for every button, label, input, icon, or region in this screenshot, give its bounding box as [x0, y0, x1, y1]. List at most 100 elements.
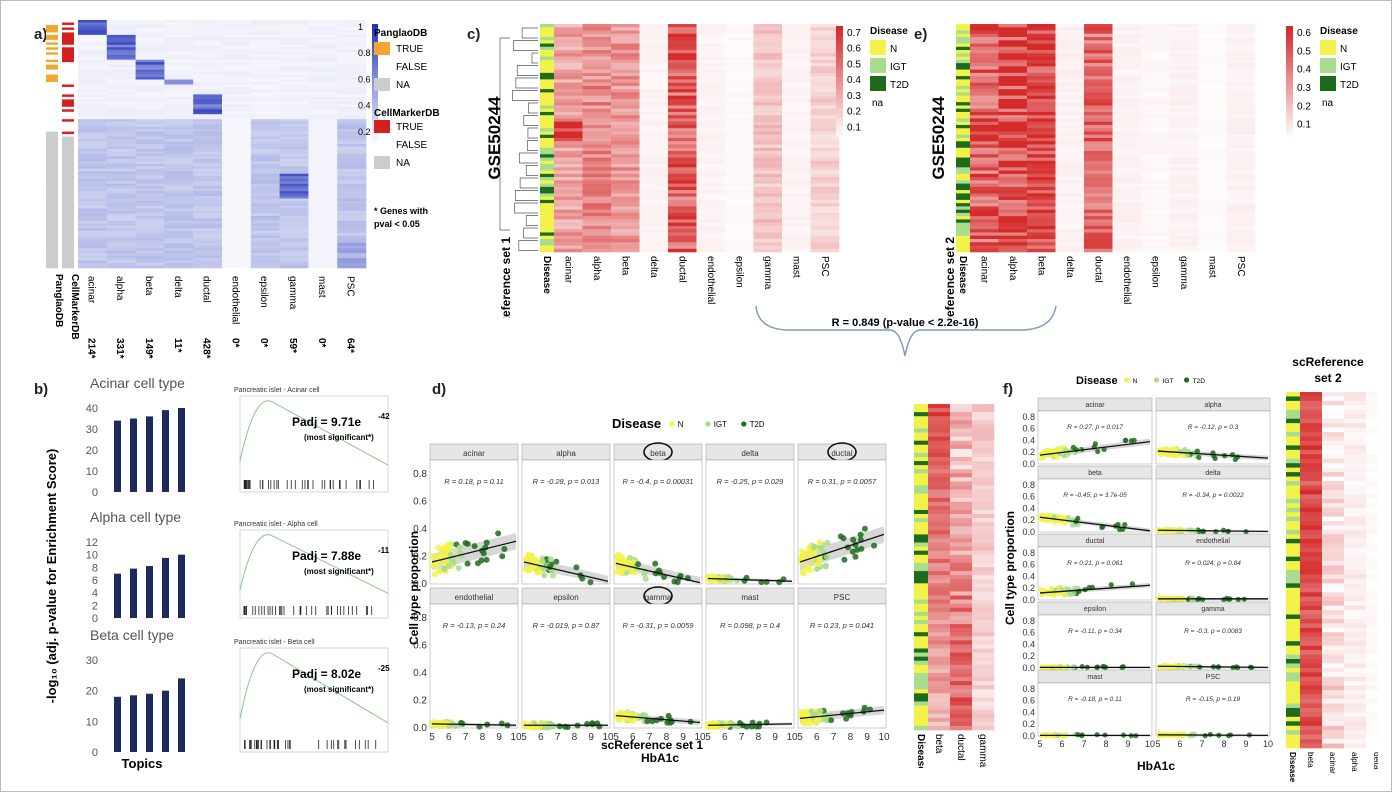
data-point — [471, 543, 478, 550]
heatmap-cell — [193, 96, 223, 100]
cellmarker-annotation-cell — [62, 186, 74, 189]
heatmap-cell — [639, 216, 669, 220]
heatmap-cell — [1027, 30, 1056, 35]
heatmap-cell — [250, 223, 280, 227]
heatmap-cell — [308, 201, 338, 204]
heatmap-cell — [668, 63, 697, 67]
heatmap-cell — [582, 232, 612, 237]
heatmap-cell — [696, 79, 726, 83]
panglao-annotation-cell — [46, 126, 58, 130]
disease-annotation-cell — [1286, 476, 1300, 482]
colorbar-segment — [372, 106, 378, 112]
cellmarker-annotation-cell — [62, 126, 74, 130]
heatmap-cell — [279, 49, 309, 53]
heatmap-cell — [222, 101, 252, 105]
heatmap-cell — [135, 191, 165, 194]
heatmap-cell — [725, 235, 754, 240]
disease-annotation-cell — [914, 485, 928, 490]
heatmap-cell — [337, 196, 367, 199]
facet-stat: R = 0.024, p = 0.84 — [1185, 560, 1241, 567]
heatmap-cell — [308, 243, 338, 246]
heatmap-cell — [193, 22, 223, 26]
heatmap-cell — [135, 139, 165, 142]
heatmap-cell — [279, 210, 309, 214]
disease-annotation-cell — [1286, 467, 1300, 473]
heatmap-cell — [1084, 141, 1113, 145]
heatmap-cell — [1198, 222, 1227, 227]
heatmap-cell — [696, 177, 726, 181]
heatmap-cell — [972, 456, 995, 462]
heatmap-cell — [950, 619, 973, 625]
heatmap-cell — [668, 53, 697, 57]
heatmap-cell — [135, 84, 165, 88]
heatmap-cell — [78, 121, 108, 125]
heatmap-cell — [668, 33, 697, 38]
panglao-annotation-cell — [46, 258, 58, 261]
heatmap-cell — [950, 628, 973, 633]
heatmap-cell — [308, 253, 338, 256]
enrichment-ytick: 10 — [86, 466, 98, 478]
heatmap-cell — [250, 201, 280, 204]
heatmap-cell — [1027, 186, 1056, 191]
heatmap-cell — [970, 193, 999, 197]
reference-label: scReference set 1 — [499, 237, 513, 318]
facet-stat: R = -0.13, p = 0.24 — [443, 621, 506, 630]
ytick: 0.0 — [1022, 595, 1035, 605]
heatmap-cell — [611, 128, 640, 132]
disease-annotation-cell — [956, 170, 970, 175]
heatmap-cell — [250, 198, 280, 202]
heatmap-cell — [337, 198, 367, 202]
heatmap-cell — [193, 220, 223, 224]
disease-annotation-cell — [956, 225, 970, 230]
panglao-annotation-cell — [46, 64, 58, 68]
disease-annotation-cell — [540, 196, 554, 201]
heatmap-cell — [1344, 436, 1367, 442]
heatmap-cell — [1055, 102, 1085, 106]
data-point — [1180, 452, 1186, 459]
heatmap-cell — [1112, 229, 1142, 233]
heatmap-cell — [950, 461, 973, 466]
heatmap-cell — [1300, 485, 1323, 491]
disease-annotation-cell — [540, 242, 554, 246]
heatmap-cell — [164, 171, 194, 175]
heatmap-cell — [1084, 53, 1113, 57]
panglao-annotation-cell — [46, 196, 58, 199]
xtick: 9 — [588, 732, 594, 743]
heatmap-cell — [279, 176, 309, 180]
heatmap-cell — [135, 151, 165, 155]
heatmap-cell — [611, 186, 640, 191]
heatmap-cell — [668, 89, 697, 93]
heatmap-cell — [639, 235, 669, 240]
cellmarker-annotation-cell — [62, 250, 74, 254]
disease-annotation-cell — [956, 121, 970, 126]
heatmap-cell — [998, 85, 1028, 90]
heatmap-cell — [782, 40, 811, 44]
disease-annotation-cell — [914, 477, 928, 482]
heatmap-cell — [1300, 396, 1323, 402]
heatmap-cell — [998, 115, 1028, 119]
heatmap-cell — [164, 72, 194, 75]
heatmap-cell — [279, 29, 309, 33]
heatmap-cell — [639, 242, 669, 246]
heatmap-cell — [106, 198, 136, 202]
heatmap-cell — [135, 253, 165, 256]
heatmap-cell — [222, 121, 252, 125]
heatmap-cell — [1112, 232, 1142, 237]
heatmap-cell — [725, 180, 754, 184]
heatmap-cell — [78, 213, 108, 217]
heatmap-cell — [639, 164, 669, 168]
heatmap-cell — [998, 138, 1028, 142]
heatmap-cell — [582, 225, 612, 230]
disease-annotation-cell — [956, 95, 970, 100]
heatmap-cell — [998, 72, 1028, 77]
facet-panel — [613, 603, 703, 729]
padj-exponent: -25 — [378, 664, 390, 673]
heatmap-cell — [554, 105, 583, 109]
heatmap-cell — [639, 180, 669, 184]
heatmap-cell — [928, 562, 951, 568]
heatmap-cell — [950, 509, 973, 515]
heatmap-cell — [582, 193, 612, 197]
heatmap-cell — [668, 219, 697, 223]
data-point — [708, 721, 715, 728]
heatmap-cell — [337, 245, 367, 249]
